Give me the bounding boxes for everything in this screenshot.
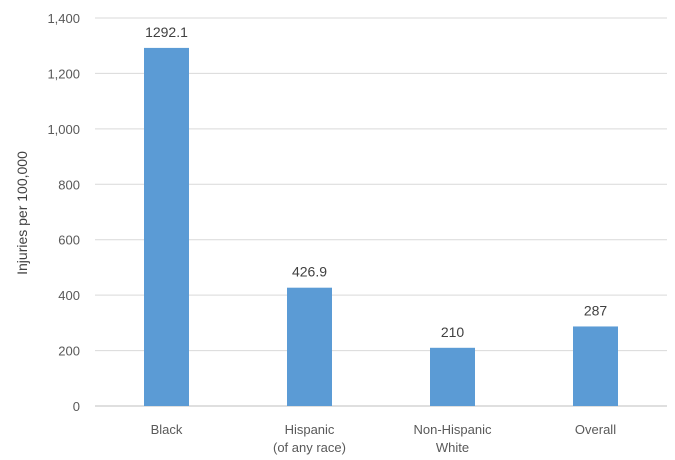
x-category-label: Non-Hispanic White — [413, 422, 492, 455]
y-axis-label: Injuries per 100,000 — [14, 151, 30, 275]
y-tick-label: 0 — [73, 399, 80, 414]
data-label: 1292.1 — [145, 24, 188, 40]
bars — [144, 47, 618, 406]
gridlines — [95, 17, 667, 407]
y-tick-label: 1,200 — [47, 66, 80, 81]
y-tick-label: 200 — [58, 344, 80, 359]
x-category-label: Overall — [575, 422, 616, 437]
data-label: 210 — [441, 324, 465, 340]
x-category-label: Hispanic (of any race) — [273, 422, 346, 455]
y-axis-ticks: 0 200 400 600 800 1,000 1,200 1,400 — [47, 11, 80, 414]
bar — [287, 287, 332, 406]
bar — [430, 347, 475, 406]
y-tick-label: 600 — [58, 233, 80, 248]
y-tick-label: 1,400 — [47, 11, 80, 26]
bar — [573, 326, 618, 406]
y-tick-label: 1,000 — [47, 122, 80, 137]
y-tick-label: 400 — [58, 288, 80, 303]
bar — [144, 47, 189, 406]
y-tick-label: 800 — [58, 177, 80, 192]
data-label: 287 — [584, 302, 608, 318]
x-axis-categories: Black Hispanic (of any race) Non-Hispanic Wh… — [151, 422, 617, 455]
data-labels: 1292.1 426.9 210 287 — [145, 24, 607, 340]
x-category-label: Black — [151, 422, 183, 437]
data-label: 426.9 — [292, 264, 327, 280]
